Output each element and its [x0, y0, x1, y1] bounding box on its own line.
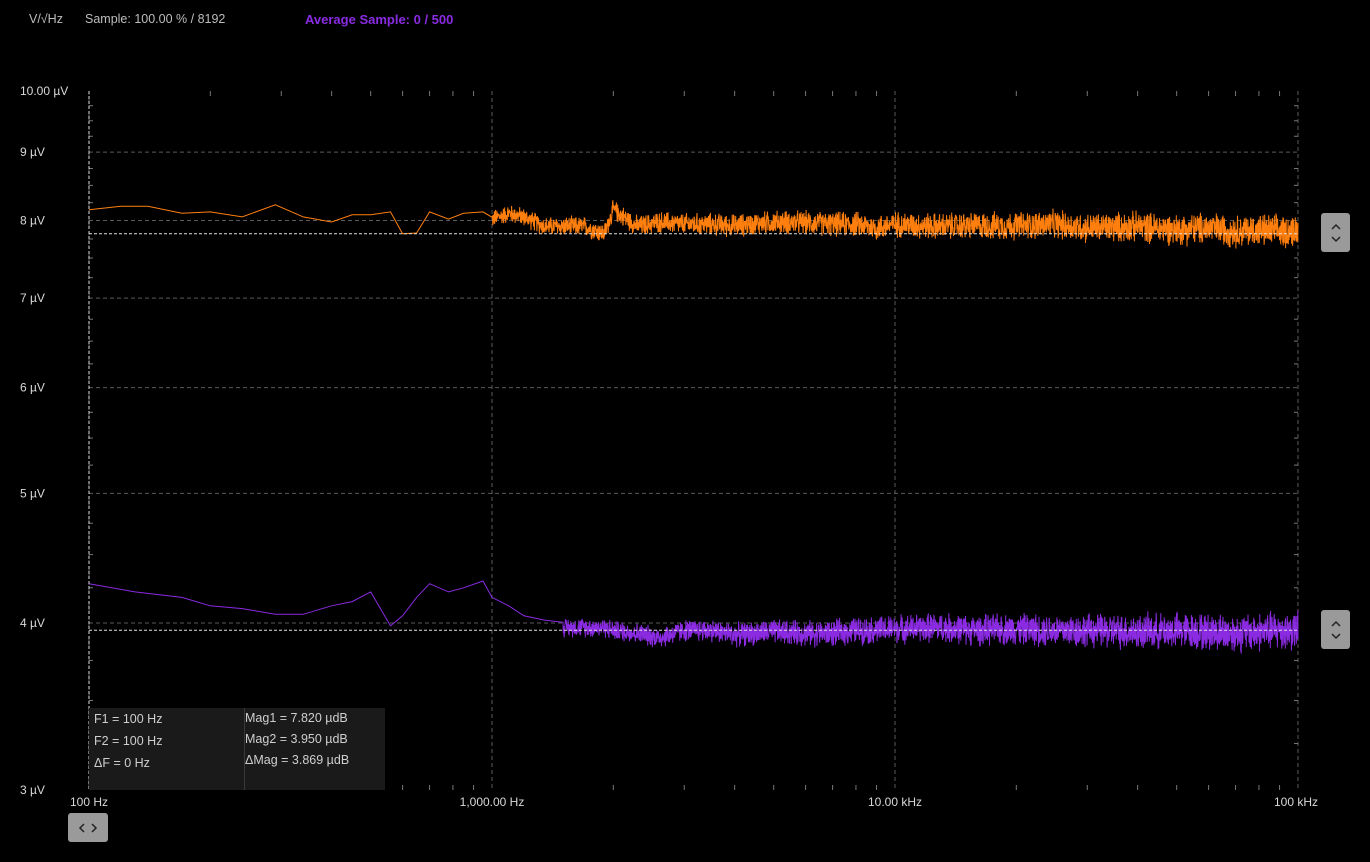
y-tick-label: 9 µV	[20, 145, 45, 159]
cursor-layer	[88, 91, 1298, 790]
x-tick-label: 100 Hz	[70, 795, 108, 809]
readout-f2: F2 = 100 Hz	[94, 734, 163, 748]
axis-labels-layer: 10.00 µV 9 µV 8 µV 7 µV 6 µV 5 µV 4 µV 3 µV 100 …	[20, 84, 1318, 809]
series2-scroll-button[interactable]	[1321, 610, 1350, 649]
series-layer	[88, 200, 1299, 654]
series-2-line	[88, 580, 1299, 654]
x-scroll-button[interactable]	[68, 813, 108, 842]
y-tick-label: 10.00 µV	[20, 84, 68, 98]
tick-layer	[89, 91, 1298, 790]
chevron-up-down-icon	[1330, 620, 1341, 639]
readout-dmag: ΔMag = 3.869 µdB	[245, 753, 350, 767]
readout-mag2: Mag2 = 3.950 µdB	[245, 732, 348, 746]
readout-divider	[244, 708, 245, 790]
average-sample-status: Average Sample: 0 / 500	[305, 12, 454, 27]
readout-mag1: Mag1 = 7.820 µdB	[245, 711, 348, 725]
y-tick-label: 4 µV	[20, 616, 45, 630]
chevron-left-right-icon	[78, 822, 98, 833]
y-tick-label: 8 µV	[20, 214, 45, 228]
series-1-line	[88, 200, 1299, 249]
sample-status: Sample: 100.00 % / 8192	[85, 12, 226, 26]
x-tick-label: 100 kHz	[1274, 795, 1318, 809]
x-tick-label: 1,000.00 Hz	[460, 795, 525, 809]
y-tick-label: 5 µV	[20, 486, 45, 500]
unit-label: V/√Hz	[29, 12, 63, 26]
series1-scroll-button[interactable]	[1321, 213, 1350, 252]
y-tick-label: 3 µV	[20, 783, 45, 797]
y-tick-label: 6 µV	[20, 381, 45, 395]
chevron-up-down-icon	[1330, 223, 1341, 242]
x-tick-label: 10.00 kHz	[868, 795, 922, 809]
grid-layer	[88, 91, 1299, 790]
y-tick-label: 7 µV	[20, 291, 45, 305]
readout-f1: F1 = 100 Hz	[94, 712, 163, 726]
readout-df: ΔF = 0 Hz	[94, 756, 150, 770]
cursor-readout-panel: F1 = 100 Hz F2 = 100 Hz ΔF = 0 Hz Mag1 =…	[89, 708, 385, 790]
